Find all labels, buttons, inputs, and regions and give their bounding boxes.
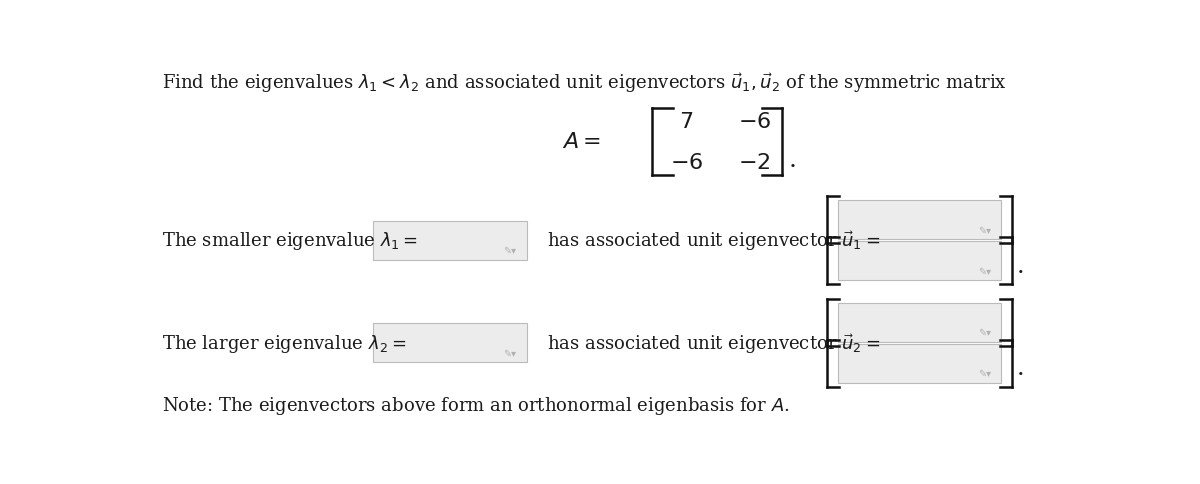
Text: ✎▾: ✎▾ [978,266,991,276]
Text: has associated unit eigenvector $\vec{u}_2 =$: has associated unit eigenvector $\vec{u}… [547,331,881,355]
Text: $-6$: $-6$ [670,151,703,173]
Bar [839,201,1001,240]
Text: ✎▾: ✎▾ [978,369,991,379]
Bar [839,344,1001,383]
Text: $-2$: $-2$ [738,151,770,173]
Bar [373,324,527,363]
Text: The larger eigenvalue $\lambda_2 =$: The larger eigenvalue $\lambda_2 =$ [162,332,407,354]
Text: ✎▾: ✎▾ [978,226,991,235]
Text: .: . [1016,254,1025,277]
Text: $7$: $7$ [679,110,694,133]
Text: Find the eigenvalues $\lambda_1 < \lambda_2$ and associated unit eigenvectors $\: Find the eigenvalues $\lambda_1 < \lambd… [162,71,1007,95]
Bar [839,242,1001,281]
Text: ✎▾: ✎▾ [978,328,991,338]
Bar [839,303,1001,342]
Text: .: . [1016,357,1025,379]
Bar [373,221,527,260]
Text: The smaller eigenvalue $\lambda_1 =$: The smaller eigenvalue $\lambda_1 =$ [162,230,418,252]
Text: .: . [788,149,797,172]
Text: $-6$: $-6$ [738,110,772,133]
Text: ✎▾: ✎▾ [504,246,516,256]
Text: has associated unit eigenvector $\vec{u}_1 =$: has associated unit eigenvector $\vec{u}… [547,229,881,253]
Text: ✎▾: ✎▾ [504,348,516,358]
Text: Note: The eigenvectors above form an orthonormal eigenbasis for $A$.: Note: The eigenvectors above form an ort… [162,394,790,417]
Text: $A =$: $A =$ [562,131,601,153]
